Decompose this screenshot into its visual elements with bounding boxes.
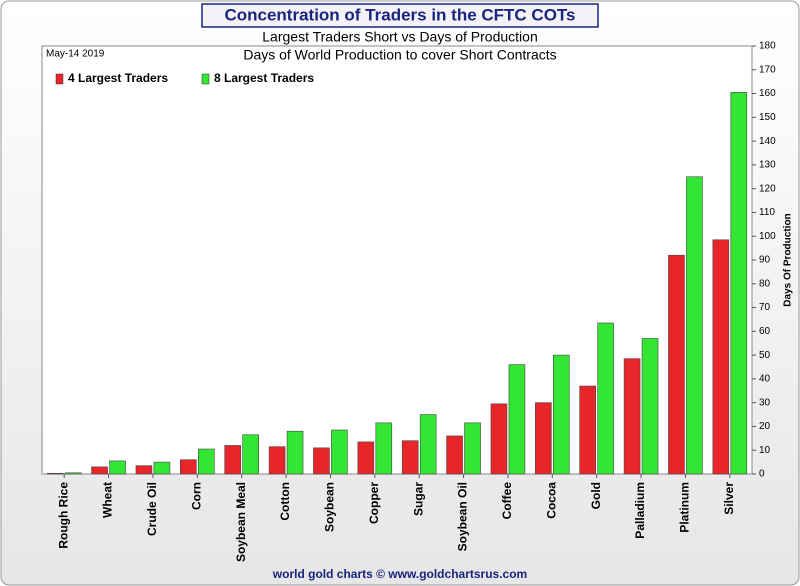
bar xyxy=(553,354,570,475)
footer: world gold charts © www.goldchartsrus.co… xyxy=(272,567,527,581)
y-tick-label: 140 xyxy=(759,136,776,147)
bar xyxy=(357,441,375,475)
y-tick-label: 70 xyxy=(759,302,771,313)
y-tick-label: 180 xyxy=(759,41,776,52)
x-tick-label: Corn xyxy=(189,482,203,510)
x-tick-label: Soybean xyxy=(323,482,337,532)
y-tick-label: 100 xyxy=(759,231,776,242)
x-tick-label: Cotton xyxy=(278,482,292,521)
bar xyxy=(109,460,126,475)
bar xyxy=(401,440,419,475)
date-label: May-14 2019 xyxy=(46,49,105,60)
x-tick-label: Palladium xyxy=(633,482,647,539)
bar xyxy=(490,403,508,475)
y-tick-label: 40 xyxy=(759,374,771,385)
x-tick-label: Soybean Oil xyxy=(456,482,470,551)
y-tick-label: 130 xyxy=(759,160,776,171)
bar xyxy=(180,459,197,475)
legend-label: 4 Largest Traders xyxy=(68,71,168,85)
x-tick-label: Rough Rice xyxy=(56,482,70,549)
bar xyxy=(535,402,552,475)
y-tick-label: 80 xyxy=(759,278,771,289)
bar xyxy=(64,472,82,475)
y-axis-label: Days Of Production xyxy=(783,213,794,306)
title-box xyxy=(201,3,599,28)
bar xyxy=(508,364,526,475)
bar xyxy=(597,322,614,475)
bar xyxy=(198,448,215,475)
bar xyxy=(153,461,171,475)
bar xyxy=(135,465,153,475)
y-tick-label: 10 xyxy=(759,445,771,456)
bar xyxy=(375,422,393,475)
chart-title: Concentration of Traders in the CFTC COT… xyxy=(224,5,575,24)
bar xyxy=(730,92,748,475)
subtitle: Largest Traders Short vs Days of Product… xyxy=(262,29,537,45)
bar xyxy=(623,358,641,475)
bar xyxy=(579,385,596,475)
bar xyxy=(46,472,64,475)
x-tick-label: Platinum xyxy=(678,482,692,533)
bar xyxy=(91,466,108,475)
y-tick-label: 160 xyxy=(759,88,776,99)
bar xyxy=(286,430,304,475)
bar xyxy=(686,176,703,475)
bar xyxy=(668,254,685,475)
bar xyxy=(224,445,241,475)
y-tick-label: 110 xyxy=(759,207,775,218)
bar xyxy=(419,414,437,475)
bar xyxy=(268,446,286,475)
subtitle: Days of World Production to cover Short … xyxy=(243,47,556,63)
bar xyxy=(331,429,348,475)
bar xyxy=(641,338,659,475)
x-tick-label: Cocoa xyxy=(544,482,558,519)
x-tick-label: Coffee xyxy=(500,482,514,520)
y-tick-label: 90 xyxy=(759,255,771,266)
legend-swatch xyxy=(201,73,210,85)
y-tick-label: 150 xyxy=(759,112,776,123)
x-tick-label: Sugar xyxy=(411,482,425,516)
bar xyxy=(712,239,730,475)
y-tick-label: 60 xyxy=(759,326,771,337)
y-tick-label: 30 xyxy=(759,397,771,408)
y-tick-label: 120 xyxy=(759,183,776,194)
bar xyxy=(313,447,330,475)
y-tick-label: 170 xyxy=(759,64,776,75)
legend-label: 8 Largest Traders xyxy=(214,71,314,85)
y-tick-label: 50 xyxy=(759,350,771,361)
x-tick-label: Copper xyxy=(367,482,381,524)
y-tick-label: 0 xyxy=(759,469,765,480)
bar xyxy=(242,434,259,475)
x-tick-label: Soybean Meal xyxy=(234,482,248,562)
bar xyxy=(464,422,481,475)
x-tick-label: Silver xyxy=(722,482,736,515)
y-tick-label: 20 xyxy=(759,421,771,432)
x-tick-label: Wheat xyxy=(101,482,115,518)
x-tick-label: Crude Oil xyxy=(145,482,159,536)
legend-swatch xyxy=(55,73,64,85)
bar xyxy=(446,435,463,475)
x-tick-label: Gold xyxy=(589,482,603,509)
